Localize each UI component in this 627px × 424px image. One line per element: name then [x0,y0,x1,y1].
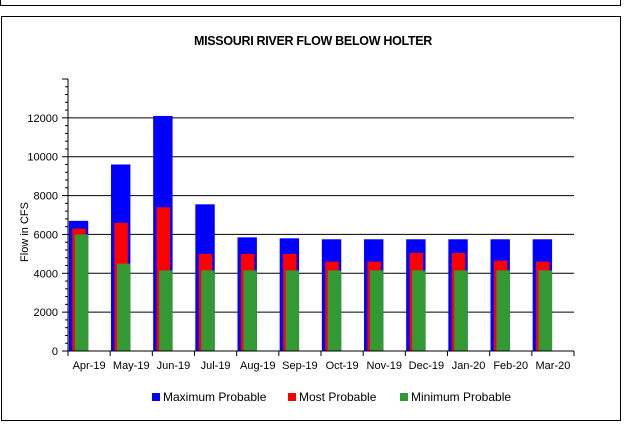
legend-swatch [288,393,296,401]
legend-swatch [152,393,160,401]
bar-minimum-probable [201,270,215,351]
bar-minimum-probable [159,270,173,351]
gridlines [68,117,574,313]
y-axis-label: Flow in CFS [19,202,31,262]
bar-minimum-probable [74,234,89,351]
bar-minimum-probable [496,270,510,351]
y-tick-labels: 0 2000 4000 6000 8000 10000 12000 [27,113,58,358]
bar-minimum-probable [116,263,131,351]
bar-minimum-probable [412,270,426,351]
bar-minimum-probable [538,270,553,351]
y-tick-label: 10000 [27,152,58,164]
bar-minimum-probable [285,270,300,351]
legend-label: Maximum Probable [163,390,267,404]
y-tick-label: 4000 [34,268,58,280]
legend-item: Most Probable [288,390,377,404]
chart-title: MISSOURI RIVER FLOW BELOW HOLTER [194,34,432,48]
bar-minimum-probable [454,270,468,351]
x-tick-label: Apr-19 [73,360,106,372]
legend-swatch [400,393,408,401]
bar-minimum-probable [243,270,257,351]
y-tick-label: 12000 [27,113,58,125]
x-tick-label: Jul-19 [201,360,231,372]
legend-item: Minimum Probable [400,390,511,404]
x-tick-label: Feb-20 [493,360,528,372]
x-tick-label: Nov-19 [367,360,402,372]
legend-label: Minimum Probable [411,390,511,404]
x-tick-label: Jan-20 [452,360,486,372]
y-tick-label: 0 [52,346,58,358]
y-tick-label: 6000 [34,229,58,241]
x-tick-label: Sep-19 [282,360,317,372]
bar-minimum-probable [369,270,384,351]
legend-item: Maximum Probable [152,390,267,404]
x-tick-label: May-19 [113,360,150,372]
legend-label: Most Probable [299,390,377,404]
x-tick-label: Oct-19 [326,360,359,372]
x-tick-label: Mar-20 [535,360,570,372]
y-tick-label: 2000 [34,307,58,319]
x-tick-label: Aug-19 [240,360,275,372]
x-tick-labels: Apr-19 May-19 Jun-19 Jul-19 Aug-19 Sep-19 Oct-… [73,360,571,372]
top-panel-edge [0,0,621,6]
x-tick-label: Jun-19 [157,360,191,372]
bar-minimum-probable [327,270,342,351]
axes [62,78,575,356]
y-tick-label: 8000 [34,191,58,203]
bars [68,115,553,352]
legend: Maximum Probable Most Probable Minimum Pro… [152,390,511,404]
x-tick-label: Dec-19 [409,360,444,372]
chart-frame [1,16,621,421]
